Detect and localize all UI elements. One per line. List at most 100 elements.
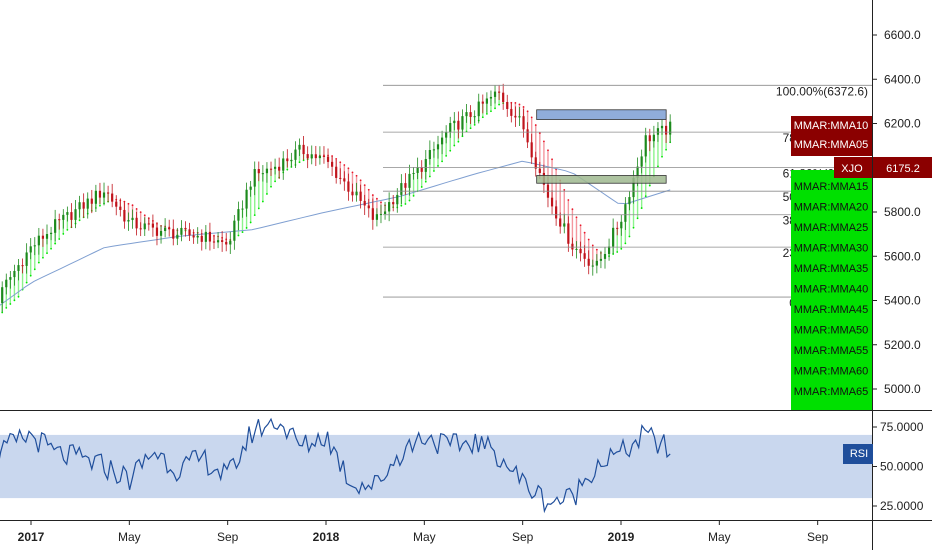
candle-body	[70, 212, 73, 220]
candle-body	[473, 116, 476, 118]
ribbon-edge-point	[245, 227, 248, 229]
time-tick-label: May	[118, 530, 141, 544]
candle-body	[400, 183, 403, 195]
ribbon-edge-point	[420, 186, 423, 188]
mmar-dark-block	[791, 116, 872, 156]
ribbon-edge-point	[331, 155, 334, 157]
ribbon-edge-point	[481, 116, 484, 119]
candle-body	[449, 123, 452, 133]
candle-body	[445, 132, 448, 138]
rsi-badge	[843, 444, 873, 464]
candle-body	[135, 217, 138, 229]
ribbon-edge-point	[29, 274, 32, 277]
ribbon-edge-point	[661, 155, 663, 158]
candle-body	[567, 223, 570, 244]
candle-body	[176, 234, 179, 239]
ribbon-edge-point	[518, 103, 521, 106]
candle-body	[616, 227, 619, 229]
ribbon-edge-point	[42, 256, 44, 259]
candle-body	[652, 134, 655, 142]
candle-body	[241, 208, 244, 210]
ribbon-edge-point	[376, 197, 378, 200]
candle-body	[21, 265, 24, 267]
blue-zone	[536, 109, 667, 120]
candle-body	[245, 189, 248, 209]
ribbon-edge-point	[13, 299, 16, 302]
candle-body	[461, 116, 464, 130]
candle-body	[636, 166, 639, 178]
candle-body	[282, 158, 285, 171]
candle-body	[428, 150, 431, 160]
ribbon-edge-point	[640, 207, 643, 209]
candle-body	[351, 191, 354, 196]
candle-body	[583, 253, 586, 259]
ribbon-edge-point	[66, 229, 69, 231]
candle-body	[33, 245, 36, 247]
candle-body	[412, 172, 415, 174]
candle-body	[335, 166, 338, 178]
candle-body	[115, 201, 118, 207]
time-tick-label: May	[413, 530, 436, 544]
candle-body	[375, 214, 379, 220]
ribbon-edge-point	[266, 193, 268, 195]
ribbon-edge-point	[257, 207, 260, 210]
candle-body	[599, 258, 603, 261]
candle-body	[538, 168, 541, 173]
ribbon-edge-point	[428, 175, 431, 178]
rsi-badge-label: RSI	[850, 448, 868, 460]
candle-body	[9, 277, 12, 280]
candle-body	[273, 166, 277, 169]
mmar-label: MMAR:MMA15	[794, 181, 869, 193]
ribbon-edge-point	[367, 188, 370, 191]
ribbon-edge-point	[636, 217, 639, 220]
candle-body	[168, 227, 171, 230]
ribbon-edge-point	[339, 161, 342, 164]
candle-body	[664, 125, 668, 135]
candle-body	[526, 129, 529, 143]
ribbon-edge-point	[50, 247, 52, 250]
candle-body	[355, 191, 358, 196]
candle-body	[371, 208, 374, 220]
ribbon-edge-point	[46, 252, 48, 255]
ribbon-edge-point	[441, 160, 443, 163]
candle-body	[49, 232, 53, 235]
candle-body	[424, 159, 427, 172]
ribbon-edge-point	[9, 303, 12, 305]
candle-body	[94, 190, 97, 204]
ribbon-edge-point	[433, 170, 435, 172]
ribbon-edge-point	[424, 180, 427, 183]
candle-body	[225, 241, 228, 245]
candle-body	[184, 227, 187, 230]
candle-body	[298, 144, 301, 150]
time-tick-label: Sep	[217, 530, 239, 544]
symbol-label: XJO	[841, 163, 863, 175]
ribbon-edge-point	[359, 179, 362, 182]
candle-body	[131, 217, 134, 221]
candle-body	[555, 206, 558, 219]
ribbon-edge-point	[286, 168, 289, 171]
ribbon-edge-point	[665, 148, 667, 151]
time-tick-label: Sep	[512, 530, 534, 544]
candle-body	[151, 223, 154, 228]
candle-body	[90, 198, 93, 204]
candle-body	[477, 101, 480, 117]
candle-body	[196, 235, 199, 238]
ribbon-edge-point	[498, 103, 501, 106]
candle-body	[261, 173, 264, 175]
green-zone	[536, 175, 667, 184]
ribbon-edge-point	[530, 116, 533, 119]
candle-body	[587, 258, 590, 266]
ribbon-edge-point	[628, 235, 631, 238]
candle-body	[164, 227, 167, 232]
candle-body	[253, 169, 256, 187]
candle-body	[74, 209, 77, 220]
candle-body	[286, 158, 289, 162]
ribbon-edge-point	[408, 199, 411, 202]
rsi-line	[0, 417, 671, 514]
ribbon-edge-point	[449, 149, 452, 152]
ribbon-edge-point	[616, 251, 619, 253]
candle-body	[13, 270, 16, 278]
candle-body	[249, 186, 252, 190]
candle-body	[640, 156, 643, 167]
